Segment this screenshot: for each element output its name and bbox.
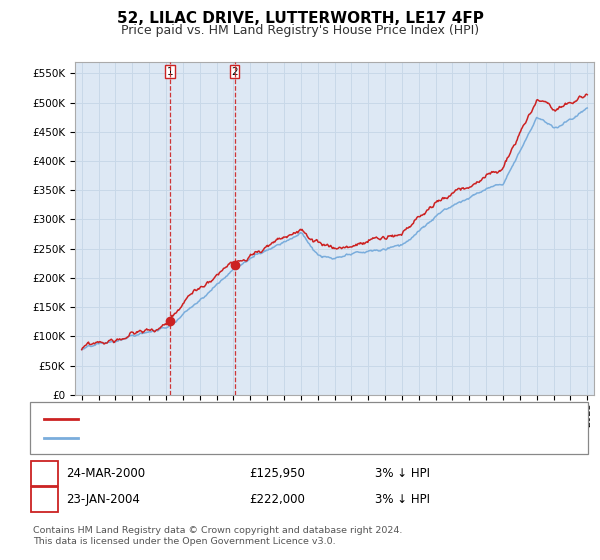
Text: 1: 1 <box>166 67 173 77</box>
Text: 1: 1 <box>41 466 48 480</box>
Text: 3% ↓ HPI: 3% ↓ HPI <box>375 493 430 506</box>
Text: Contains HM Land Registry data © Crown copyright and database right 2024.
This d: Contains HM Land Registry data © Crown c… <box>33 526 403 546</box>
Text: 2: 2 <box>231 67 238 77</box>
Text: 23-JAN-2004: 23-JAN-2004 <box>66 493 140 506</box>
Text: 52, LILAC DRIVE, LUTTERWORTH, LE17 4FP (detached house): 52, LILAC DRIVE, LUTTERWORTH, LE17 4FP (… <box>84 414 418 424</box>
Text: HPI: Average price, detached house, Harborough: HPI: Average price, detached house, Harb… <box>84 433 352 443</box>
Text: 52, LILAC DRIVE, LUTTERWORTH, LE17 4FP: 52, LILAC DRIVE, LUTTERWORTH, LE17 4FP <box>116 11 484 26</box>
Text: £222,000: £222,000 <box>249 493 305 506</box>
Text: 3% ↓ HPI: 3% ↓ HPI <box>375 466 430 480</box>
Text: 24-MAR-2000: 24-MAR-2000 <box>66 466 145 480</box>
Text: £125,950: £125,950 <box>249 466 305 480</box>
Text: Price paid vs. HM Land Registry's House Price Index (HPI): Price paid vs. HM Land Registry's House … <box>121 24 479 36</box>
Text: 2: 2 <box>41 493 48 506</box>
